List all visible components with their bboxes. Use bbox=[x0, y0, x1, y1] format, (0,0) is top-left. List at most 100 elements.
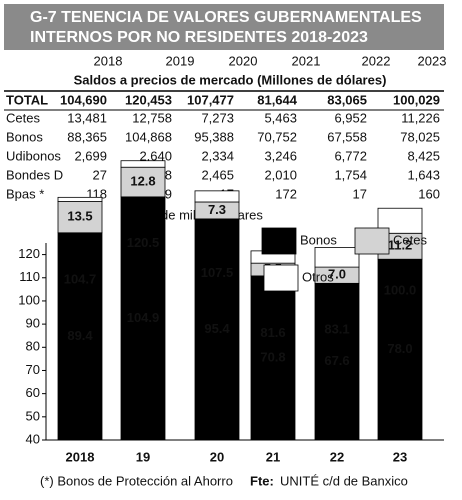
title-band bbox=[4, 4, 444, 50]
table-cell: 2,334 bbox=[201, 148, 234, 163]
value-label: 67.6 bbox=[324, 353, 349, 368]
table-cell: 83,065 bbox=[327, 92, 367, 107]
table-cell: 8,425 bbox=[407, 148, 440, 163]
legend-label: Bonos bbox=[300, 232, 337, 247]
table-cell: 67,558 bbox=[327, 129, 367, 144]
y-tick-label: 70 bbox=[26, 362, 40, 377]
legend-swatch bbox=[354, 227, 390, 255]
row-label: Bpas * bbox=[6, 186, 44, 201]
table-cell: 12,758 bbox=[132, 110, 172, 125]
row-label: Cetes bbox=[6, 110, 40, 125]
table-cell: 11,226 bbox=[401, 110, 440, 125]
total-label: 104.7 bbox=[64, 271, 97, 286]
bar-segment bbox=[377, 258, 423, 441]
bar-segment bbox=[250, 275, 296, 441]
y-tick-label: 120 bbox=[18, 246, 40, 261]
y-tick-label: 90 bbox=[26, 316, 40, 331]
total-label: 120.5 bbox=[127, 235, 160, 250]
table-cell: 2,010 bbox=[264, 167, 297, 182]
footnote: (*) Bonos de Protección al Ahorro bbox=[40, 473, 233, 488]
total-label: 81.6 bbox=[260, 325, 285, 340]
y-tick-label: 60 bbox=[26, 385, 40, 400]
row-label: Udibonos bbox=[6, 148, 61, 163]
legend-swatch bbox=[263, 264, 299, 292]
y-tick-label: 110 bbox=[19, 269, 40, 284]
value-label: 78.0 bbox=[387, 341, 412, 356]
table-cell: 5,463 bbox=[264, 110, 297, 125]
bar-segment bbox=[314, 247, 360, 268]
y-tick-label: 50 bbox=[26, 408, 40, 423]
table-cell: 13,481 bbox=[67, 110, 107, 125]
table-cell: 160 bbox=[418, 186, 440, 201]
table-cell: 6,952 bbox=[334, 110, 367, 125]
table-year: 2022 bbox=[362, 53, 391, 68]
x-tick-label: 2018 bbox=[66, 449, 95, 464]
table-cell: 172 bbox=[275, 186, 297, 201]
value-label: 70.8 bbox=[260, 349, 285, 364]
table-cell: 1,754 bbox=[334, 167, 367, 182]
table-cell: 2,699 bbox=[74, 148, 107, 163]
table-cell: 2,465 bbox=[201, 167, 234, 182]
x-tick-label: 23 bbox=[393, 449, 407, 464]
source-label: Fte: bbox=[250, 473, 274, 488]
value-label: 13.5 bbox=[67, 209, 92, 224]
y-tick-label: 80 bbox=[26, 339, 40, 354]
x-tick-label: 21 bbox=[266, 449, 280, 464]
value-label: 11.2 bbox=[388, 238, 413, 253]
value-label: 7.0 bbox=[328, 267, 346, 282]
table-cell: 3,246 bbox=[264, 148, 297, 163]
table-cell: 88,365 bbox=[67, 129, 107, 144]
table-cell: 6,772 bbox=[334, 148, 367, 163]
y-tick-label: 100 bbox=[18, 292, 40, 307]
table-year: 2020 bbox=[229, 53, 258, 68]
legend-swatch bbox=[261, 227, 297, 255]
table-cell: 2,640 bbox=[139, 148, 172, 163]
bar-segment bbox=[194, 218, 240, 441]
table-cell: 100,029 bbox=[393, 92, 440, 107]
title-line: G-7 TENENCIA DE VALORES GUBERNAMENTALES bbox=[30, 9, 422, 26]
table-cell: 27 bbox=[93, 167, 107, 182]
value-label: 104.9 bbox=[127, 310, 160, 325]
total-label: 100.0 bbox=[384, 282, 417, 297]
table-cell: 107,477 bbox=[187, 92, 234, 107]
table-cell: 7,273 bbox=[201, 110, 234, 125]
total-label: 107.5 bbox=[201, 265, 234, 280]
row-label: Bonos bbox=[6, 129, 43, 144]
x-tick-label: 22 bbox=[330, 449, 344, 464]
table-year: 2019 bbox=[166, 53, 195, 68]
bar-segment bbox=[120, 166, 166, 198]
table-cell: 104,690 bbox=[60, 92, 107, 107]
table-cell: 104,868 bbox=[125, 129, 172, 144]
value-label: 95.4 bbox=[204, 321, 230, 336]
value-label: 12.8 bbox=[130, 173, 155, 188]
bar-segment bbox=[120, 160, 166, 168]
value-label: 7.3 bbox=[208, 202, 226, 217]
bar-segment bbox=[57, 196, 103, 202]
source: UNITÉ c/d de Banxico bbox=[280, 473, 408, 488]
table-subtitle: Saldos a precios de mercado (Millones de… bbox=[74, 72, 387, 87]
table-cell: 70,752 bbox=[257, 129, 297, 144]
x-tick-label: 19 bbox=[136, 449, 150, 464]
bar-segment bbox=[57, 201, 103, 234]
bar-segment bbox=[194, 190, 240, 203]
bar-segment bbox=[120, 196, 166, 441]
table-year: 2023 bbox=[418, 53, 447, 68]
legend-label: Cetes bbox=[393, 232, 427, 247]
y-tick-label: 40 bbox=[26, 431, 40, 446]
row-label: TOTAL bbox=[6, 92, 48, 107]
table-year: 2018 bbox=[94, 53, 123, 68]
row-label: Bondes D bbox=[6, 167, 63, 182]
table-cell: 1,643 bbox=[407, 167, 440, 182]
table-cell: 120,453 bbox=[125, 92, 172, 107]
table-cell: 17 bbox=[353, 186, 367, 201]
title-line: INTERNOS POR NO RESIDENTES 2018-2023 bbox=[30, 29, 368, 46]
total-label: 83.1 bbox=[324, 322, 349, 337]
table-year: 2021 bbox=[292, 53, 321, 68]
bar-segment bbox=[57, 232, 103, 441]
x-tick-label: 20 bbox=[210, 449, 224, 464]
value-label: 89.4 bbox=[67, 328, 93, 343]
table-cell: 78,025 bbox=[400, 129, 440, 144]
table-cell: 81,644 bbox=[257, 92, 298, 107]
legend-label: Otros bbox=[302, 269, 334, 284]
